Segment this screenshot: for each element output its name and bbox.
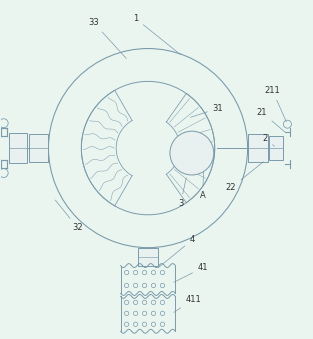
Text: 3: 3: [178, 178, 186, 208]
Bar: [28, 134, 49, 162]
Text: 31: 31: [191, 104, 223, 117]
Text: 21: 21: [257, 108, 285, 132]
Bar: [9, 133, 27, 163]
Text: A: A: [200, 166, 206, 200]
Text: 32: 32: [55, 200, 83, 232]
Bar: [269, 136, 284, 160]
Text: 1: 1: [133, 14, 181, 55]
Text: 211: 211: [264, 86, 286, 122]
Text: 41: 41: [174, 263, 208, 282]
Text: 411: 411: [174, 295, 202, 312]
Bar: [248, 134, 268, 162]
Text: 4: 4: [158, 235, 195, 268]
Circle shape: [170, 131, 214, 175]
Text: 22: 22: [226, 162, 263, 193]
Text: 33: 33: [88, 18, 126, 58]
Text: 2: 2: [263, 134, 275, 146]
Bar: [138, 248, 158, 265]
